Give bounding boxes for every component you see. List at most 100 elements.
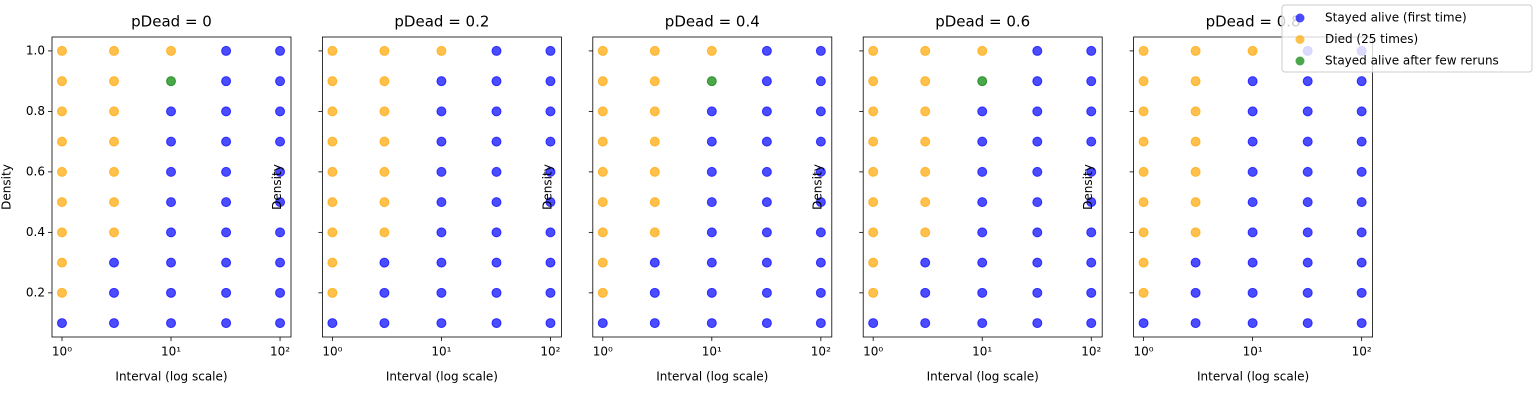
point [1190,257,1201,268]
point [977,287,988,298]
point [868,136,879,147]
point [977,227,988,238]
point [706,45,717,56]
point [1138,257,1149,268]
point [275,166,286,177]
point [706,76,717,87]
y-tick-label: 1.0 [26,43,45,57]
plot-area [862,36,1103,338]
point [379,318,390,329]
legend-box [1281,4,1533,73]
point [920,166,931,177]
point [1032,106,1043,117]
point [920,197,931,208]
legend-marker [1295,56,1305,66]
x-tick-label: 10⁰ [593,345,613,359]
point [815,76,826,87]
point [977,45,988,56]
point [597,106,608,117]
point [920,45,931,56]
legend-marker [1295,13,1305,23]
point [1086,257,1097,268]
point [1247,76,1258,87]
point [221,257,232,268]
point [166,166,177,177]
point [545,197,556,208]
point [1138,76,1149,87]
x-tick-label: 10² [811,345,831,359]
point [706,257,717,268]
point [275,227,286,238]
point [221,166,232,177]
point [761,166,772,177]
legend-label: Stayed alive (first time) [1325,11,1467,25]
point [166,136,177,147]
point [166,287,177,298]
point [327,318,338,329]
point [761,227,772,238]
x-tick-label: 10⁰ [1134,345,1154,359]
point [868,76,879,87]
point [597,76,608,87]
point [545,166,556,177]
plot-area [51,36,292,338]
point [649,227,660,238]
point [166,45,177,56]
point [868,106,879,117]
point [491,318,502,329]
point [649,76,660,87]
point [1247,197,1258,208]
point [491,257,502,268]
y-tick-label: 0.8 [26,104,45,118]
point [706,197,717,208]
point [221,227,232,238]
point [1032,166,1043,177]
legend-marker [1295,35,1305,44]
point [109,106,120,117]
subplot-title: pDead = 0 [131,13,212,31]
point [491,166,502,177]
point [649,136,660,147]
point [1138,45,1149,56]
point [977,257,988,268]
point [56,45,67,56]
point [1302,136,1313,147]
point [327,287,338,298]
point [1190,45,1201,56]
point [221,106,232,117]
x-axis-label: Interval (log scale) [927,370,1039,384]
point [109,287,120,298]
x-tick-label: 10¹ [161,345,181,359]
point [761,318,772,329]
point [597,197,608,208]
point [166,106,177,117]
point [1086,136,1097,147]
point [597,45,608,56]
point [545,76,556,87]
y-tick-label: 0.4 [26,225,45,239]
point [109,136,120,147]
point [1302,106,1313,117]
point [1086,197,1097,208]
point [1356,318,1367,329]
point [1138,106,1149,117]
point [761,197,772,208]
point [649,287,660,298]
point [327,136,338,147]
point [1190,76,1201,87]
point [1190,166,1201,177]
point [1247,318,1258,329]
point [1032,227,1043,238]
legend-label: Died (25 times) [1325,32,1418,46]
point [920,287,931,298]
point [1086,287,1097,298]
point [597,257,608,268]
point [815,227,826,238]
point [1086,227,1097,238]
point [436,45,447,56]
point [109,166,120,177]
x-axis-label: Interval (log scale) [1197,370,1309,384]
point [275,106,286,117]
point [491,197,502,208]
y-tick-label: 0.6 [26,164,45,178]
